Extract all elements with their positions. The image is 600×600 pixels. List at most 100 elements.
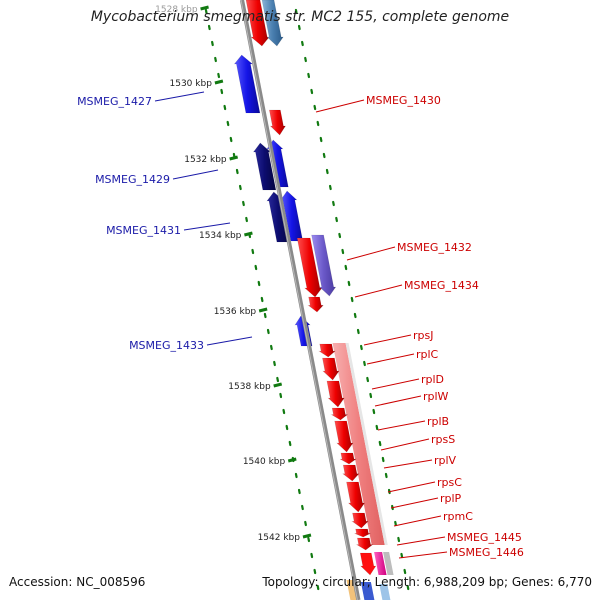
right-ruler-dot: [310, 88, 314, 95]
gene-block-grey: [383, 552, 394, 575]
left-ruler-dot: [304, 520, 307, 527]
label-leader-line: [383, 459, 433, 469]
label-leader-line: [380, 438, 430, 451]
gene-label-right: rplW: [423, 390, 449, 403]
label-layer: MSMEG_1427 MSMEG_1429 MSMEG_1431 MSMEG_1433…: [77, 91, 524, 559]
gene-label-left: MSMEG_1429: [95, 173, 170, 186]
kbp-tick-mark: [244, 231, 253, 237]
left-ruler-dot: [238, 184, 242, 191]
right-ruler-dot: [360, 344, 363, 351]
gene-arrow-forward: [245, 0, 270, 47]
genome-backbone: [239, 0, 361, 600]
left-ruler-dot: [245, 216, 248, 223]
right-ruler-dot: [406, 584, 410, 591]
left-ruler-dot: [273, 360, 276, 367]
kbp-tick-label: 1534 kbp: [199, 231, 242, 241]
right-ruler-dot: [378, 440, 382, 447]
left-ruler-dot: [310, 552, 314, 559]
kbp-tick-label: 1528 kbp: [155, 5, 198, 15]
gene-arrow-ribosomal: [339, 452, 358, 465]
right-ruler-dot: [297, 24, 301, 31]
label-leader-line: [390, 497, 439, 509]
gene-label-right: MSMEG_1445: [447, 531, 522, 544]
gene-label-right: rpsJ: [413, 329, 433, 342]
gene-arrow-ribosomal: [355, 537, 374, 551]
right-ruler-dot: [400, 552, 404, 559]
left-ruler-dot: [254, 264, 258, 271]
left-ruler-dot: [263, 312, 267, 319]
kbp-tick-label: 1532 kbp: [184, 155, 227, 165]
gene-arrow-MSMEG_1430: [268, 109, 286, 136]
left-ruler-dot: [307, 536, 311, 543]
left-ruler-dot: [214, 56, 217, 63]
label-leader-line: [363, 334, 412, 346]
gene-label-right: MSMEG_1432: [397, 241, 472, 254]
right-ruler-dot: [316, 120, 320, 127]
kbp-tick-mark: [214, 79, 224, 85]
gene-arrow-MSMEG_1445: [359, 552, 377, 576]
gene-layer: [233, 0, 394, 600]
left-ruler-dot: [220, 88, 224, 95]
gene-arrow-ribosomal: [354, 528, 371, 538]
gene-label-left: MSMEG_1433: [129, 339, 204, 352]
right-ruler-dot: [335, 216, 338, 223]
gene-label-right: rplC: [416, 348, 439, 361]
gene-label-right: rpmC: [443, 510, 473, 523]
left-ruler-dot: [211, 40, 214, 47]
gene-arrow-ribosomal: [334, 420, 354, 453]
gene-label-left: MSMEG_1431: [106, 224, 181, 237]
right-ruler-dot: [353, 312, 357, 319]
right-ruler-dot: [301, 40, 304, 47]
left-ruler-dot: [229, 136, 233, 143]
kbp-tick-mark: [258, 307, 268, 313]
gene-arrow-MSMEG_1434: [307, 296, 324, 313]
accession-text: Accession: NC_008596: [9, 575, 146, 589]
left-ruler-dot: [288, 440, 292, 447]
left-ruler-dot: [282, 408, 286, 415]
gene-arrow-ribosomal: [318, 343, 336, 358]
kbp-tick-label: 1530 kbp: [170, 79, 213, 89]
right-ruler-dot: [384, 472, 388, 479]
right-ruler-dot: [325, 168, 329, 175]
left-ruler-dot: [313, 568, 317, 575]
left-ruler-dot: [251, 248, 255, 255]
gene-label-right: MSMEG_1446: [449, 546, 524, 559]
right-ruler-dot: [366, 376, 370, 383]
gene-arrow-forward: [311, 234, 337, 297]
right-ruler-dot: [328, 184, 332, 191]
left-ruler-dot: [266, 328, 270, 335]
gene-block-partial: [360, 582, 375, 600]
kbp-tick-mark: [229, 155, 239, 161]
right-ruler-dot: [313, 104, 317, 111]
left-ruler-dot: [226, 120, 230, 127]
label-leader-line: [206, 336, 253, 346]
topology-text: Topology: circular; Length: 6,988,209 bp…: [262, 575, 592, 589]
gene-label-right: MSMEG_1430: [366, 94, 441, 107]
gene-block-MSMEG_1446: [374, 552, 387, 575]
gene-block-partial: [379, 584, 391, 600]
genome-backbone-highlight: [240, 0, 358, 600]
right-ruler-dot: [363, 360, 366, 367]
left-ruler-dot: [207, 24, 211, 31]
gene-arrow-MSMEG_1427: [233, 54, 261, 114]
right-ruler-dot: [304, 56, 307, 63]
right-ruler-dot: [381, 456, 385, 463]
left-ruler-dot: [270, 344, 273, 351]
right-ruler-dot: [350, 296, 354, 303]
label-leader-line: [387, 481, 436, 493]
label-leader-line: [366, 353, 415, 365]
kbp-tick-label: 1536 kbp: [214, 307, 257, 317]
label-leader-line: [172, 169, 219, 180]
right-ruler-dot: [332, 200, 335, 207]
label-leader-line: [354, 284, 403, 298]
right-ruler-dot: [394, 520, 397, 527]
right-ruler-dot: [375, 424, 379, 431]
left-ruler-dot: [260, 296, 264, 303]
label-leader-line: [154, 91, 205, 102]
gene-label-right: rpsS: [431, 433, 455, 446]
label-leader-line: [346, 246, 396, 261]
kbp-tick-label: 1538 kbp: [228, 382, 271, 392]
left-ruler-dot: [235, 168, 239, 175]
gene-arrow-ribosomal: [330, 407, 349, 421]
gene-arrow-ribosomal: [322, 357, 340, 381]
